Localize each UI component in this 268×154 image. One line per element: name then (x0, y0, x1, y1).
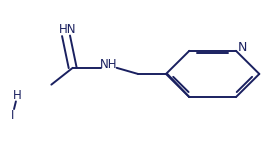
Text: HN: HN (59, 23, 76, 36)
Text: I: I (11, 109, 14, 122)
Text: H: H (13, 89, 22, 102)
Text: NH: NH (100, 58, 117, 71)
Text: N: N (238, 41, 247, 53)
